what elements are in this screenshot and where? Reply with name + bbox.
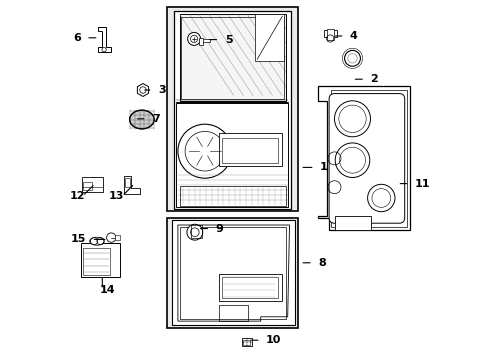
Polygon shape <box>178 225 289 321</box>
Circle shape <box>344 50 360 66</box>
Text: 3: 3 <box>158 85 165 95</box>
Bar <box>179 227 285 319</box>
Bar <box>199 39 209 42</box>
Bar <box>179 186 285 206</box>
Text: 10: 10 <box>265 335 281 345</box>
Circle shape <box>335 143 369 177</box>
Circle shape <box>186 224 203 240</box>
Bar <box>181 17 284 99</box>
Bar <box>125 178 130 187</box>
Circle shape <box>187 32 200 45</box>
Bar <box>83 248 110 275</box>
Bar <box>323 30 337 37</box>
Bar <box>167 218 298 328</box>
Polygon shape <box>174 11 290 209</box>
Bar <box>167 7 298 211</box>
Circle shape <box>334 101 370 137</box>
Text: 12: 12 <box>69 191 85 201</box>
Bar <box>219 133 282 166</box>
Bar <box>83 182 92 190</box>
FancyBboxPatch shape <box>328 94 404 223</box>
Text: 6: 6 <box>73 33 81 43</box>
Bar <box>199 38 203 45</box>
Circle shape <box>178 124 231 178</box>
Bar <box>115 235 120 240</box>
Polygon shape <box>98 27 110 52</box>
Bar <box>81 243 120 277</box>
Polygon shape <box>137 84 148 96</box>
Text: 4: 4 <box>349 31 357 41</box>
Bar <box>219 274 282 301</box>
Text: 7: 7 <box>152 114 160 124</box>
Polygon shape <box>176 103 288 207</box>
Circle shape <box>367 184 394 212</box>
Polygon shape <box>123 176 140 194</box>
Circle shape <box>106 233 116 242</box>
Text: 11: 11 <box>414 179 429 189</box>
Bar <box>334 216 370 230</box>
Text: 14: 14 <box>100 285 115 295</box>
Text: 9: 9 <box>215 224 223 234</box>
Polygon shape <box>172 220 294 325</box>
Bar <box>191 225 202 238</box>
Polygon shape <box>318 86 409 230</box>
Bar <box>241 338 251 346</box>
Bar <box>222 138 277 163</box>
Text: 2: 2 <box>370 74 378 84</box>
Text: 8: 8 <box>318 258 325 268</box>
Polygon shape <box>255 14 284 61</box>
Text: 5: 5 <box>224 35 232 45</box>
Bar <box>222 277 277 298</box>
Bar <box>326 29 333 40</box>
Bar <box>243 340 250 345</box>
Text: 15: 15 <box>71 234 86 244</box>
Text: 13: 13 <box>109 191 124 201</box>
Bar <box>219 305 247 321</box>
Bar <box>330 90 406 227</box>
Bar <box>81 177 103 192</box>
Ellipse shape <box>89 237 104 245</box>
Ellipse shape <box>129 110 154 129</box>
Text: 1: 1 <box>320 162 327 172</box>
Polygon shape <box>179 14 285 101</box>
